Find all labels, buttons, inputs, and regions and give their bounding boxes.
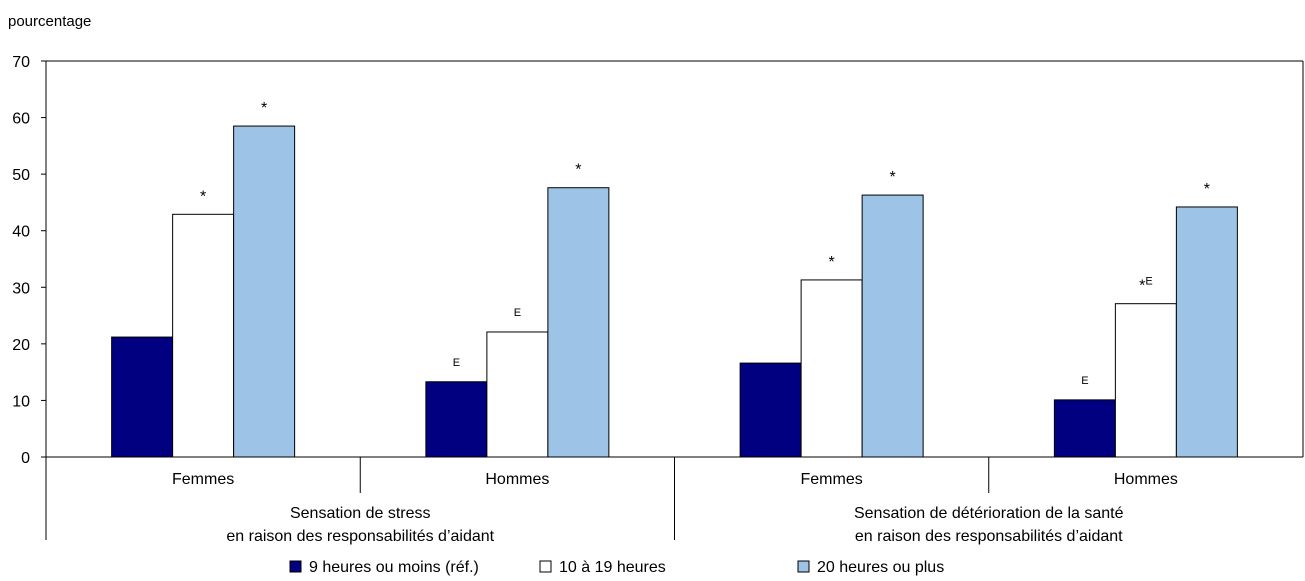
bar-annotation: * bbox=[261, 100, 267, 117]
legend-swatch bbox=[289, 560, 302, 573]
bar-annotation: * bbox=[890, 169, 896, 186]
bar bbox=[425, 381, 488, 458]
bars bbox=[111, 125, 1238, 458]
group-label: en raison des responsabilités d’aidant bbox=[855, 528, 1123, 545]
bar-annotation: * bbox=[575, 162, 581, 179]
bar bbox=[1175, 206, 1238, 458]
x-category-label: Femmes bbox=[801, 471, 863, 488]
bar-annotation: E bbox=[453, 357, 460, 369]
bar-annotation: * bbox=[829, 254, 835, 271]
y-tick-label: 0 bbox=[21, 450, 30, 467]
bar-annotation: E bbox=[1081, 375, 1088, 387]
y-tick-label: 20 bbox=[12, 337, 30, 354]
group-label: en raison des responsabilités d’aidant bbox=[226, 528, 494, 545]
bar bbox=[800, 279, 863, 458]
bar-annotation: * bbox=[200, 188, 206, 205]
x-category-label: Femmes bbox=[172, 471, 234, 488]
y-tick-label: 40 bbox=[12, 224, 30, 241]
bar-annotation: * bbox=[1204, 181, 1210, 198]
y-tick-label: 30 bbox=[12, 280, 30, 297]
bar-annotation: E bbox=[514, 307, 521, 319]
y-tick-label: 50 bbox=[12, 167, 30, 184]
group-label: Sensation de détérioration de la santé bbox=[854, 505, 1124, 522]
bar-annotation: *E bbox=[1139, 276, 1153, 295]
axis-labels: 0 10 20 30 40 50 60 70 Femmes Hommes Femmes Hommes S… bbox=[12, 54, 1178, 545]
bar bbox=[547, 187, 610, 458]
bar bbox=[1053, 399, 1116, 458]
legend-swatch bbox=[797, 560, 810, 573]
legend-label: 10 à 19 heures bbox=[559, 559, 666, 576]
y-tick-label: 70 bbox=[12, 54, 30, 71]
legend: 9 heures ou moins (réf.) 10 à 19 heures 20… bbox=[289, 559, 944, 576]
x-category-label: Hommes bbox=[1114, 471, 1178, 488]
group-label: Sensation de stress bbox=[290, 505, 431, 522]
x-category-label: Hommes bbox=[485, 471, 549, 488]
legend-label: 9 heures ou moins (réf.) bbox=[309, 559, 479, 576]
bar bbox=[233, 125, 296, 458]
bar bbox=[111, 336, 174, 458]
y-tick-label: 10 bbox=[12, 393, 30, 410]
bar bbox=[1114, 303, 1177, 458]
y-axis-label: pourcentage bbox=[8, 13, 91, 30]
bar bbox=[486, 331, 549, 458]
legend-swatch bbox=[539, 560, 552, 573]
y-tick-label: 60 bbox=[12, 111, 30, 128]
bar bbox=[172, 213, 235, 458]
legend-label: 20 heures ou plus bbox=[817, 559, 944, 576]
bar bbox=[739, 362, 802, 458]
bar bbox=[861, 194, 924, 458]
bar-marks: **EE***E*E* bbox=[200, 100, 1210, 387]
